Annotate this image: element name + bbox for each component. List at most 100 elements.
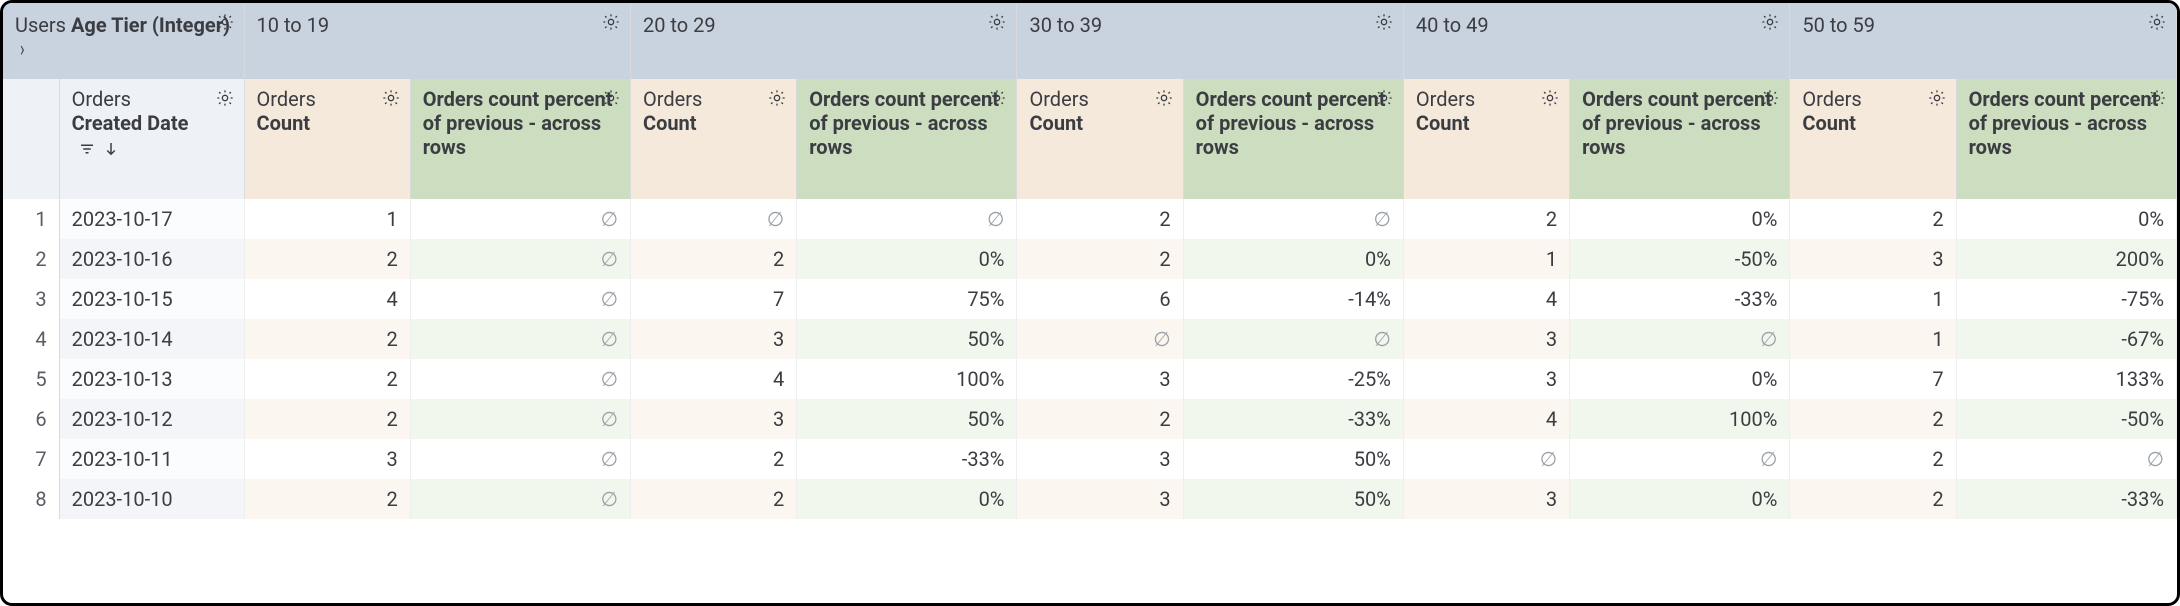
calc-cell[interactable]: ∅ (410, 399, 630, 439)
gear-icon[interactable] (2146, 11, 2168, 33)
gear-icon[interactable] (1926, 87, 1948, 109)
count-cell[interactable]: 3 (1403, 479, 1569, 519)
calc-column-header[interactable]: Orders count percent of previous - acros… (797, 79, 1017, 199)
gear-icon[interactable] (380, 87, 402, 109)
count-cell[interactable]: 2 (244, 399, 410, 439)
calc-cell[interactable]: 100% (1570, 399, 1790, 439)
calc-cell[interactable]: -33% (797, 439, 1017, 479)
gear-icon[interactable] (1759, 87, 1781, 109)
calc-cell[interactable]: ∅ (410, 479, 630, 519)
calc-cell[interactable]: 133% (1956, 359, 2176, 399)
calc-cell[interactable]: -67% (1956, 319, 2176, 359)
count-cell[interactable]: 2 (630, 479, 796, 519)
calc-cell[interactable]: 0% (1956, 199, 2176, 239)
filter-icon[interactable] (78, 140, 96, 158)
calc-cell[interactable]: 0% (1570, 199, 1790, 239)
count-cell[interactable]: ∅ (630, 199, 796, 239)
calc-cell[interactable]: ∅ (410, 199, 630, 239)
date-cell[interactable]: 2023-10-17 (59, 199, 244, 239)
count-cell[interactable]: 2 (244, 239, 410, 279)
calc-cell[interactable]: ∅ (1183, 199, 1403, 239)
gear-icon[interactable] (600, 11, 622, 33)
count-cell[interactable]: 2 (1790, 479, 1956, 519)
calc-cell[interactable]: ∅ (1570, 439, 1790, 479)
calc-column-header[interactable]: Orders count percent of previous - acros… (1956, 79, 2176, 199)
count-column-header[interactable]: OrdersCount (244, 79, 410, 199)
count-cell[interactable]: 2 (1790, 439, 1956, 479)
count-cell[interactable]: 2 (630, 439, 796, 479)
count-cell[interactable]: 3 (630, 319, 796, 359)
calc-cell[interactable]: 50% (797, 319, 1017, 359)
pivot-group-header[interactable]: 40 to 49 (1403, 3, 1789, 79)
count-cell[interactable]: 3 (1403, 359, 1569, 399)
count-cell[interactable]: 2 (244, 479, 410, 519)
count-cell[interactable]: 2 (1017, 399, 1183, 439)
count-cell[interactable]: 3 (1790, 239, 1956, 279)
calc-cell[interactable]: -33% (1956, 479, 2176, 519)
count-cell[interactable]: 2 (244, 359, 410, 399)
count-cell[interactable]: 1 (1403, 239, 1569, 279)
pivot-group-header[interactable]: 30 to 39 (1017, 3, 1403, 79)
date-cell[interactable]: 2023-10-14 (59, 319, 244, 359)
count-cell[interactable]: 3 (1403, 319, 1569, 359)
calc-cell[interactable]: 50% (1183, 479, 1403, 519)
count-cell[interactable]: 3 (244, 439, 410, 479)
count-cell[interactable]: 2 (1017, 199, 1183, 239)
gear-icon[interactable] (600, 87, 622, 109)
calc-cell[interactable]: 100% (797, 359, 1017, 399)
gear-icon[interactable] (1759, 11, 1781, 33)
calc-cell[interactable]: 75% (797, 279, 1017, 319)
gear-icon[interactable] (1373, 87, 1395, 109)
date-column-header[interactable]: Orders Created Date (59, 79, 244, 199)
count-cell[interactable]: 4 (630, 359, 796, 399)
gear-icon[interactable] (1539, 87, 1561, 109)
count-cell[interactable]: 4 (1403, 399, 1569, 439)
date-cell[interactable]: 2023-10-10 (59, 479, 244, 519)
count-cell[interactable]: 3 (1017, 359, 1183, 399)
calc-cell[interactable]: -75% (1956, 279, 2176, 319)
count-cell[interactable]: 2 (244, 319, 410, 359)
gear-icon[interactable] (766, 87, 788, 109)
date-cell[interactable]: 2023-10-15 (59, 279, 244, 319)
calc-cell[interactable]: ∅ (1183, 319, 1403, 359)
count-column-header[interactable]: OrdersCount (1403, 79, 1569, 199)
calc-cell[interactable]: -50% (1570, 239, 1790, 279)
sort-controls[interactable] (78, 140, 120, 158)
date-cell[interactable]: 2023-10-11 (59, 439, 244, 479)
sort-desc-icon[interactable] (102, 140, 120, 158)
count-cell[interactable]: 7 (630, 279, 796, 319)
gear-icon[interactable] (986, 87, 1008, 109)
count-cell[interactable]: ∅ (1017, 319, 1183, 359)
calc-cell[interactable]: 0% (1183, 239, 1403, 279)
calc-cell[interactable]: ∅ (410, 279, 630, 319)
count-cell[interactable]: 6 (1017, 279, 1183, 319)
count-cell[interactable]: 2 (1017, 239, 1183, 279)
calc-column-header[interactable]: Orders count percent of previous - acros… (1570, 79, 1790, 199)
calc-cell[interactable]: ∅ (797, 199, 1017, 239)
count-column-header[interactable]: OrdersCount (1790, 79, 1956, 199)
calc-cell[interactable]: ∅ (410, 439, 630, 479)
calc-cell[interactable]: ∅ (410, 239, 630, 279)
count-cell[interactable]: 7 (1790, 359, 1956, 399)
calc-cell[interactable]: 50% (1183, 439, 1403, 479)
count-column-header[interactable]: OrdersCount (1017, 79, 1183, 199)
count-cell[interactable]: 3 (1017, 479, 1183, 519)
gear-icon[interactable] (986, 11, 1008, 33)
gear-icon[interactable] (214, 87, 236, 109)
count-cell[interactable]: 3 (1017, 439, 1183, 479)
gear-icon[interactable] (1153, 87, 1175, 109)
calc-cell[interactable]: ∅ (410, 319, 630, 359)
calc-cell[interactable]: 200% (1956, 239, 2176, 279)
calc-cell[interactable]: -50% (1956, 399, 2176, 439)
calc-column-header[interactable]: Orders count percent of previous - acros… (1183, 79, 1403, 199)
pivot-group-header[interactable]: 20 to 29 (630, 3, 1016, 79)
count-cell[interactable]: 1 (1790, 279, 1956, 319)
date-cell[interactable]: 2023-10-16 (59, 239, 244, 279)
count-column-header[interactable]: OrdersCount (630, 79, 796, 199)
count-cell[interactable]: 1 (1790, 319, 1956, 359)
count-cell[interactable]: ∅ (1403, 439, 1569, 479)
calc-cell[interactable]: 0% (1570, 479, 1790, 519)
count-cell[interactable]: 2 (630, 239, 796, 279)
count-cell[interactable]: 3 (630, 399, 796, 439)
calc-cell[interactable]: -33% (1183, 399, 1403, 439)
